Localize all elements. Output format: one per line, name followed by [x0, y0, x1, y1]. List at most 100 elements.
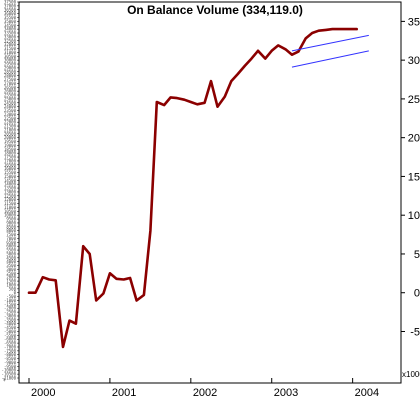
trend-channel-layer [291, 34, 369, 68]
x-tick-label: 2002 [193, 387, 217, 399]
left-tick-label: -2000 [4, 306, 17, 311]
left-tick-label: 23000 [4, 112, 17, 117]
left-tick-label: -4500 [4, 325, 17, 330]
trend-channel-upper-line [291, 34, 369, 52]
right-tick-label: 10 [408, 210, 420, 222]
right-tick-label: 30 [408, 55, 420, 67]
left-tick-label: 35000 [4, 19, 17, 24]
left-tick-label: 3000 [6, 267, 16, 272]
left-tick-label: 29000 [4, 65, 17, 70]
left-tick-label: 27500 [4, 77, 17, 82]
left-tick-label: 8500 [6, 224, 16, 229]
left-tick-label: 36500 [4, 7, 17, 12]
left-tick-label: 10000 [4, 213, 17, 218]
left-tick-label: -5000 [4, 329, 17, 334]
right-tick-label: 5 [414, 249, 420, 261]
left-tick-label: 7000 [6, 236, 16, 241]
left-tick-label: 23500 [4, 108, 17, 113]
right-tick-label: 25 [408, 94, 420, 106]
left-tick-label: 34000 [4, 27, 17, 32]
left-tick-label: -10000 [2, 368, 17, 373]
left-tick-label: 35500 [4, 15, 17, 20]
left-tick-label: 29500 [4, 62, 17, 67]
left-tick-label: 25000 [4, 96, 17, 101]
left-tick-label: 2500 [6, 271, 16, 276]
left-tick-label: 27000 [4, 81, 17, 86]
left-tick-label: -3500 [4, 317, 17, 322]
left-tick-label: -6000 [4, 337, 17, 342]
left-tick-label: 3500 [6, 263, 16, 268]
left-tick-label: 31000 [4, 50, 17, 55]
left-tick-label: 16500 [4, 162, 17, 167]
left-tick-label: 13500 [4, 186, 17, 191]
left-tick-label: 6500 [6, 240, 16, 245]
trend-channel-lower-line [291, 50, 369, 68]
left-tick-label: -1500 [4, 302, 17, 307]
x-tick-label: 2001 [112, 387, 136, 399]
left-tick-label: 4000 [6, 259, 16, 264]
x-tick-label: 2000 [31, 387, 55, 399]
left-tick-label: 11500 [4, 201, 17, 206]
left-tick-label: 33000 [4, 34, 17, 39]
left-tick-label: 30500 [4, 54, 17, 59]
left-tick-label: 11000 [4, 205, 17, 210]
left-tick-label: 19500 [4, 139, 17, 144]
right-tick-label: 20 [408, 133, 420, 145]
left-tick-label: 1500 [6, 279, 16, 284]
left-tick-label: -6500 [4, 341, 17, 346]
left-tick-label: 26000 [4, 89, 17, 94]
left-tick-label: -11000 [2, 376, 17, 381]
left-tick-label: -1000 [4, 298, 17, 303]
left-tick-label: 19000 [4, 143, 17, 148]
y-unit-label: x1000 [402, 370, 420, 379]
left-tick-label: 17000 [4, 158, 17, 163]
obv-series-line [27, 27, 359, 349]
left-tick-label: 21500 [4, 124, 17, 129]
left-tick-label: 5500 [6, 248, 16, 253]
left-tick-label: 24500 [4, 100, 17, 105]
left-tick-label: -7000 [4, 344, 17, 349]
left-tick-label: 500 [9, 286, 17, 291]
left-tick-label: 24000 [4, 104, 17, 109]
left-tick-label: -2500 [4, 310, 17, 315]
left-tick-label: 16000 [4, 166, 17, 171]
left-tick-label: 8000 [6, 228, 16, 233]
left-tick-label: 1000 [6, 282, 16, 287]
left-tick-label: 15500 [4, 170, 17, 175]
series-layer [27, 27, 359, 349]
left-tick-label: 17500 [4, 155, 17, 160]
left-tick-label: 22000 [4, 120, 17, 125]
left-tick-label: -7500 [4, 348, 17, 353]
left-tick-label: 26500 [4, 85, 17, 90]
left-tick-label: 5000 [6, 251, 16, 256]
left-tick-label: 10500 [4, 209, 17, 214]
left-tick-label: 20500 [4, 131, 17, 136]
left-tick-label: 9500 [6, 217, 16, 222]
left-tick-label: 37000 [4, 3, 17, 8]
left-tick-label: 12500 [4, 193, 17, 198]
left-axis-ticks: -11000-10500-10000-9500-9000-8500-8000-7… [2, 0, 19, 381]
left-tick-label: 20000 [4, 135, 17, 140]
left-tick-label: -9000 [4, 360, 17, 365]
left-tick-label: 37500 [4, 0, 17, 5]
right-tick-label: 35 [408, 16, 420, 28]
left-tick-label: 34500 [4, 23, 17, 28]
left-tick-label: 25500 [4, 93, 17, 98]
left-tick-label: 18500 [4, 147, 17, 152]
left-tick-label: 12000 [4, 197, 17, 202]
left-tick-label: 2000 [6, 275, 16, 280]
left-axis-symbol: $ [3, 377, 6, 382]
left-tick-label: 30000 [4, 58, 17, 63]
left-tick-label: -3000 [4, 313, 17, 318]
left-tick-label: 22500 [4, 116, 17, 121]
left-tick-label: 15000 [4, 174, 17, 179]
left-tick-label: 13000 [4, 189, 17, 194]
left-tick-label: 14500 [4, 178, 17, 183]
left-tick-label: 28000 [4, 73, 17, 78]
left-tick-label: 21000 [4, 127, 17, 132]
left-tick-label: -9500 [4, 364, 17, 369]
left-tick-label: 6000 [6, 244, 16, 249]
left-tick-label: 9000 [6, 220, 16, 225]
